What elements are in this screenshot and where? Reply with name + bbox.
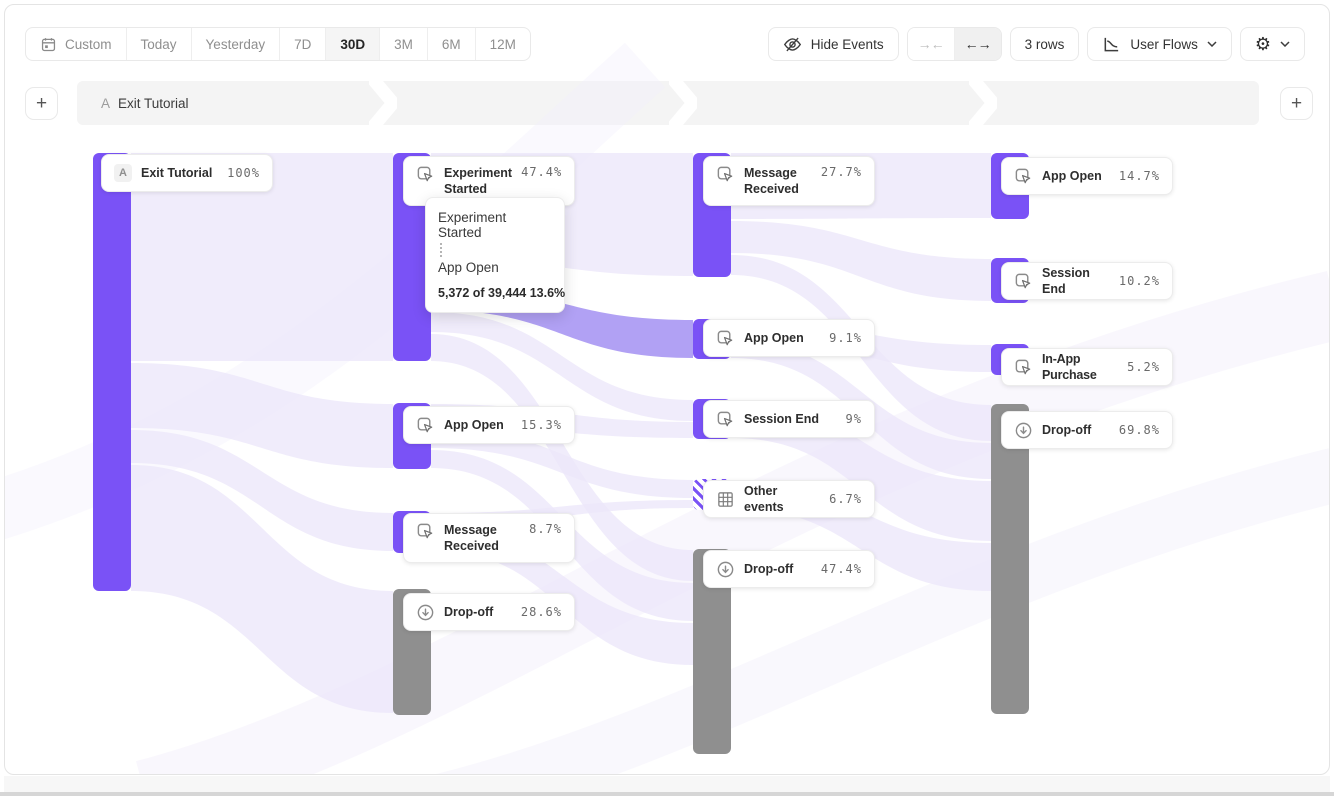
arrow-down-circle-icon <box>417 604 434 620</box>
toolbar-right: Hide Events →← ←→ 3 rows User Flows <box>767 27 1305 61</box>
footer-bar <box>0 792 1334 796</box>
node-bar-exit-tutorial[interactable] <box>93 153 131 591</box>
click-event-icon <box>1015 168 1031 183</box>
toolbar: Custom Today Yesterday 7D 30D 3M 6M 12M … <box>25 27 1305 61</box>
background-swoosh <box>436 448 1329 774</box>
chevron-right-icon <box>969 81 997 125</box>
add-step-left-button[interactable]: + <box>25 87 58 120</box>
node-card-other-events-3[interactable]: Other events 6.7% <box>703 480 875 518</box>
click-event-icon <box>1015 273 1031 288</box>
node-card-in-app-purchase-4[interactable]: In-App Purchase 5.2% <box>1001 348 1173 386</box>
node-card-drop-off-3[interactable]: Drop-off 47.4% <box>703 550 875 588</box>
node-card-drop-off-2[interactable]: Drop-off 28.6% <box>403 593 575 631</box>
arrow-down-circle-icon <box>717 561 734 577</box>
click-event-icon <box>717 411 733 426</box>
tooltip-from-event: Experiment Started <box>438 210 507 240</box>
view-selector-button[interactable]: User Flows <box>1087 27 1232 61</box>
click-event-icon <box>417 166 433 182</box>
tooltip-to-event: App Open <box>438 260 499 275</box>
node-card-drop-off-4[interactable]: Drop-off 69.8% <box>1001 411 1173 449</box>
flow-link[interactable] <box>731 221 991 301</box>
steps-bar[interactable]: A Exit Tutorial <box>77 81 1259 125</box>
gear-icon: ⚙ <box>1254 34 1271 54</box>
tooltip-detail: 5,372 of 39,444 13.6% <box>438 286 566 300</box>
date-range-yesterday[interactable]: Yesterday <box>192 28 281 60</box>
date-range-6m[interactable]: 6M <box>428 28 476 60</box>
column-width-toggle: →← ←→ <box>906 27 1002 61</box>
node-card-session-end-3[interactable]: Session End 9% <box>703 400 875 438</box>
node-bar-drop-off-4[interactable] <box>991 404 1029 714</box>
node-card-app-open-2[interactable]: App Open 15.3% <box>403 406 575 444</box>
flow-link[interactable] <box>131 363 393 468</box>
add-step-right-button[interactable]: + <box>1280 87 1313 120</box>
click-event-icon <box>417 523 433 539</box>
date-range-7d[interactable]: 7D <box>280 28 327 60</box>
chevron-right-icon <box>669 81 697 125</box>
hide-events-button[interactable]: Hide Events <box>767 27 899 61</box>
step-letter: A <box>101 95 111 111</box>
plus-icon: + <box>35 92 48 114</box>
flow-link[interactable] <box>131 430 393 551</box>
arrows-inward-icon[interactable]: →← <box>907 28 955 60</box>
date-range-selector: Custom Today Yesterday 7D 30D 3M 6M 12M <box>25 27 531 61</box>
date-range-label: Custom <box>65 36 112 52</box>
chevron-down-icon <box>1207 41 1217 47</box>
node-card-app-open-4[interactable]: App Open 14.7% <box>1001 157 1173 195</box>
arrows-outward-icon[interactable]: ←→ <box>954 28 1001 60</box>
calendar-icon <box>41 37 56 51</box>
node-card-exit-tutorial[interactable]: A Exit Tutorial 100% <box>101 154 273 192</box>
grid-icon <box>718 491 733 507</box>
flow-link[interactable] <box>431 312 693 421</box>
node-card-session-end-4[interactable]: Session End 10.2% <box>1001 262 1173 300</box>
step-a: A Exit Tutorial <box>101 81 189 125</box>
chevron-right-icon <box>369 81 397 125</box>
arrow-down-circle-icon <box>1015 422 1032 438</box>
flow-link[interactable] <box>131 465 393 713</box>
tooltip-connector <box>440 243 442 257</box>
flow-link[interactable] <box>131 153 393 361</box>
node-card-message-received-2[interactable]: Message Received 8.7% <box>403 513 575 563</box>
plus-icon: + <box>1290 92 1303 114</box>
click-event-icon <box>717 166 733 182</box>
line-chart-icon <box>1104 37 1119 51</box>
click-event-icon <box>1015 359 1031 374</box>
date-range-12m[interactable]: 12M <box>489 36 516 52</box>
date-range-custom[interactable]: Custom <box>26 28 127 60</box>
click-event-icon <box>417 417 433 432</box>
step-name: Exit Tutorial <box>118 95 189 111</box>
eye-off-icon <box>783 37 801 51</box>
rows-button[interactable]: 3 rows <box>1009 27 1080 61</box>
sankey-canvas <box>5 42 1329 774</box>
settings-button[interactable]: ⚙ <box>1239 27 1305 61</box>
flow-link[interactable] <box>431 428 693 498</box>
node-card-message-received-3[interactable]: Message Received 27.7% <box>703 156 875 206</box>
node-card-app-open-3[interactable]: App Open 9.1% <box>703 319 875 357</box>
click-event-icon <box>717 330 733 345</box>
user-flows-panel: Custom Today Yesterday 7D 30D 3M 6M 12M … <box>4 4 1330 775</box>
node-letter-badge: A <box>114 164 132 182</box>
date-range-today[interactable]: Today <box>127 28 192 60</box>
date-range-3m[interactable]: 3M <box>380 28 428 60</box>
date-range-30d[interactable]: 30D <box>326 28 381 60</box>
link-tooltip: Experiment Started App Open 5,372 of 39,… <box>425 197 565 313</box>
chevron-down-icon <box>1280 41 1290 47</box>
footer-strip <box>4 776 1330 792</box>
